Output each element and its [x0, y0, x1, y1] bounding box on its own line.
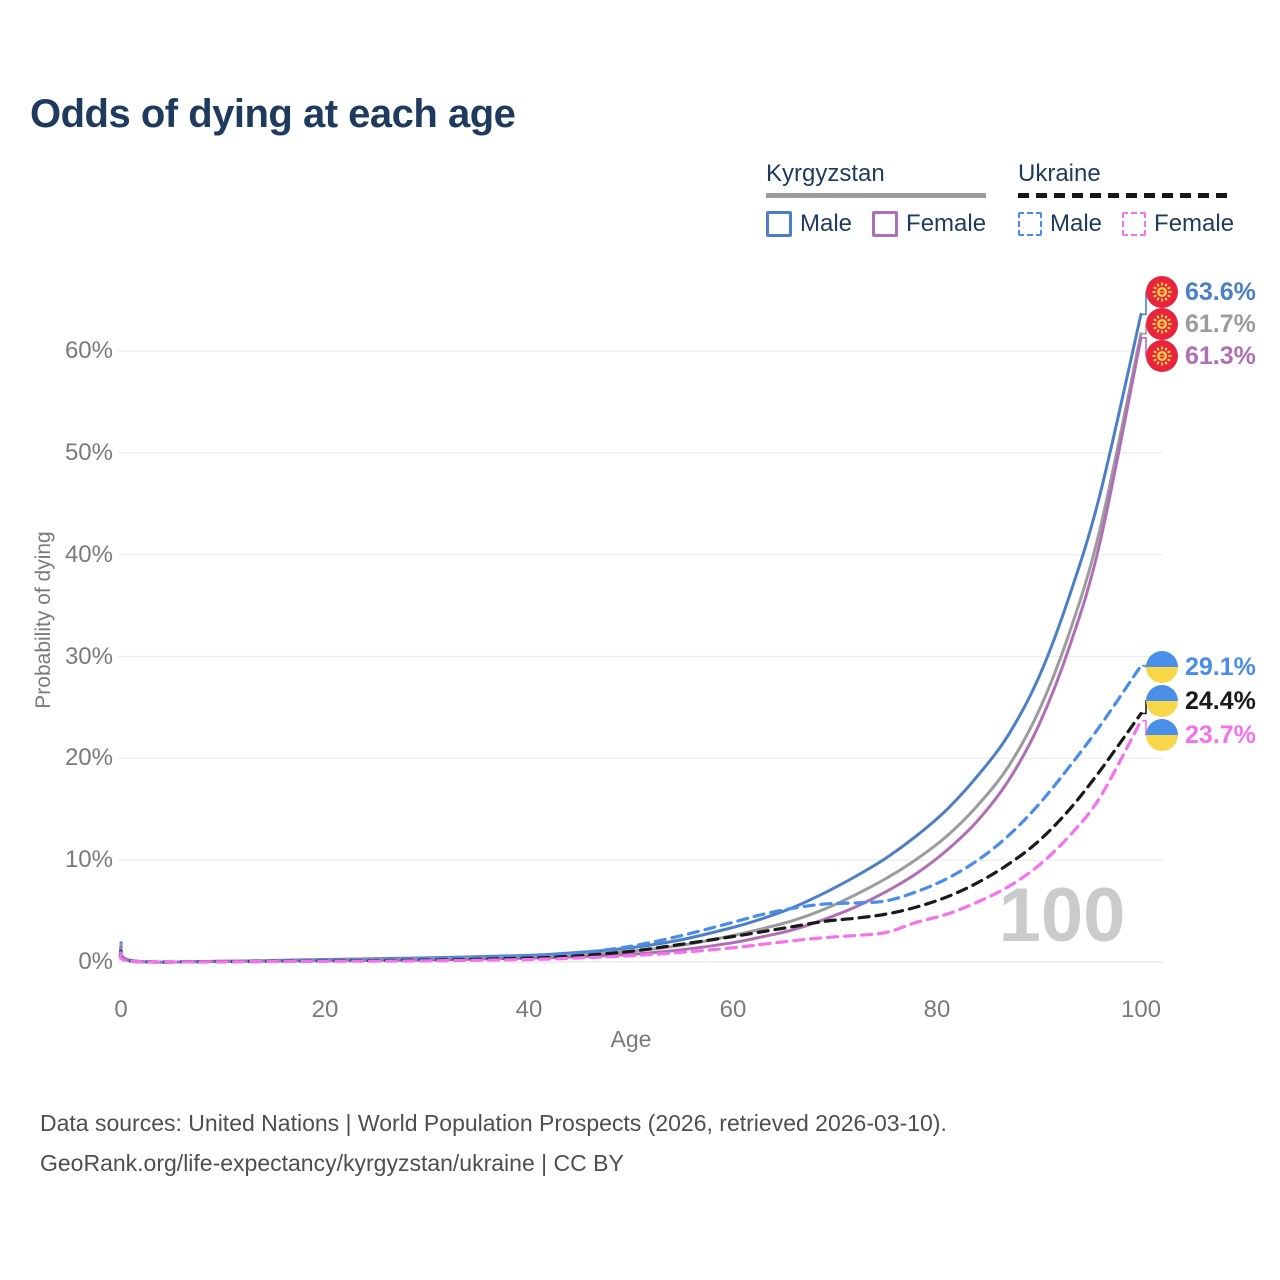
- series-line-kyrgyzstan-total: [118, 332, 1143, 964]
- end-label-kyrgyzstan-total: 61.7%: [1146, 308, 1256, 340]
- kyrgyzstan-total-line-key: [766, 193, 987, 198]
- legend-item-ukraine-male[interactable]: Male: [1018, 210, 1102, 238]
- page-title: Odds of dying at each age: [30, 92, 516, 136]
- end-value-text: 61.3%: [1185, 341, 1256, 370]
- x-tick-label: 80: [923, 996, 951, 1023]
- end-label-ukraine-female: 23.7%: [1146, 719, 1256, 751]
- end-value-text: 61.7%: [1185, 309, 1256, 338]
- series-line-ukraine-female: [118, 719, 1143, 964]
- x-tick-label: 100: [1120, 996, 1162, 1023]
- series-line-ukraine-total: [118, 711, 1143, 964]
- end-value-text: 23.7%: [1185, 720, 1256, 749]
- x-tick-label: 0: [114, 996, 128, 1023]
- y-tick-label: 10%: [64, 846, 113, 874]
- kyrgyzstan-flag-icon: [1146, 340, 1178, 372]
- x-tick-label: 20: [311, 996, 339, 1023]
- y-tick-label: 30%: [64, 642, 113, 670]
- end-label-kyrgyzstan-female: 61.3%: [1146, 340, 1256, 372]
- end-value-text: 24.4%: [1185, 686, 1256, 715]
- kyrgyzstan-male-swatch-icon: [766, 211, 792, 237]
- legend-item-kyrgyzstan-female[interactable]: Female: [872, 210, 986, 238]
- kyrgyzstan-flag-icon: [1146, 276, 1178, 308]
- legend-country-kyrgyzstan: Kyrgyzstan: [766, 160, 885, 187]
- legend-item-ukraine-female[interactable]: Female: [1122, 210, 1234, 238]
- y-tick-label: 60%: [64, 337, 113, 364]
- series-line-kyrgyzstan-female: [118, 336, 1143, 964]
- y-tick-label: 0%: [78, 948, 113, 975]
- end-label-kyrgyzstan-male: 63.6%: [1146, 276, 1256, 308]
- x-tick-label: 40: [515, 996, 543, 1023]
- x-tick-label: 60: [719, 996, 747, 1023]
- legend-country-ukraine: Ukraine: [1018, 160, 1101, 187]
- legend-label-male: Male: [1050, 210, 1103, 237]
- age-counter-watermark: 100: [998, 873, 1126, 958]
- legend-label-female: Female: [1154, 210, 1235, 237]
- ukraine-female-swatch-icon: [1122, 212, 1147, 236]
- y-axis-title: Probability of dying: [32, 531, 55, 709]
- kyrgyzstan-female-swatch-icon: [872, 211, 899, 237]
- end-label-ukraine-male: 29.1%: [1146, 651, 1256, 683]
- end-value-text: 29.1%: [1185, 652, 1256, 681]
- ukraine-flag-icon: [1146, 651, 1178, 683]
- ukraine-flag-icon: [1146, 685, 1178, 717]
- series-line-ukraine-male: [118, 664, 1143, 964]
- series-line-kyrgyzstan-male: [118, 312, 1143, 964]
- ukraine-flag-icon: [1146, 719, 1178, 751]
- legend-label-female: Female: [906, 210, 987, 237]
- kyrgyzstan-flag-icon: [1146, 308, 1178, 340]
- attribution-text: GeoRank.org/life-expectancy/kyrgyzstan/u…: [40, 1150, 624, 1176]
- end-value-text: 63.6%: [1185, 277, 1256, 306]
- x-axis-title: Age: [610, 1026, 652, 1052]
- y-tick-label: 40%: [64, 540, 113, 568]
- legend-label-male: Male: [800, 210, 853, 237]
- legend-group-ukraine: Ukraine Male Female: [1018, 160, 1235, 238]
- ukraine-total-line-key: [1018, 193, 1235, 198]
- end-label-ukraine-total: 24.4%: [1146, 685, 1256, 717]
- y-tick-label: 20%: [64, 744, 113, 772]
- y-tick-label: 50%: [64, 438, 113, 466]
- ukraine-male-swatch-icon: [1018, 212, 1042, 236]
- legend-item-kyrgyzstan-male[interactable]: Male: [766, 210, 852, 238]
- data-sources-text: Data sources: United Nations | World Pop…: [40, 1110, 947, 1136]
- legend-group-kyrgyzstan: Kyrgyzstan Male Female: [766, 160, 987, 238]
